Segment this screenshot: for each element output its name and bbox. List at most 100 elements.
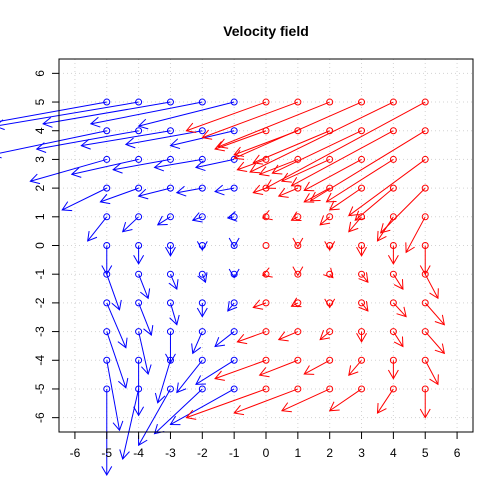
y-tick-label: -5 bbox=[33, 383, 47, 394]
grid-point bbox=[135, 127, 143, 135]
arrow-shaft bbox=[106, 331, 127, 388]
arrow-shaft bbox=[303, 359, 330, 375]
arrow-shaft bbox=[424, 331, 445, 354]
grid-point bbox=[103, 328, 111, 336]
grid-point bbox=[326, 328, 334, 336]
field-arrow bbox=[324, 241, 336, 252]
x-tick-label: -4 bbox=[133, 446, 144, 460]
arrow-head bbox=[101, 265, 113, 276]
grid-point bbox=[326, 184, 334, 192]
arrow-head bbox=[252, 184, 264, 195]
x-tick-label: 6 bbox=[454, 446, 461, 460]
grid-point bbox=[421, 356, 429, 364]
field-arrow bbox=[421, 299, 445, 326]
field-arrow bbox=[258, 356, 302, 378]
field-arrow bbox=[166, 270, 179, 291]
field-arrow bbox=[292, 237, 304, 249]
x-tick-label: -6 bbox=[70, 446, 81, 460]
grid-point bbox=[294, 98, 302, 106]
grid-point bbox=[421, 213, 429, 221]
field-arrow bbox=[191, 328, 206, 355]
arrow-head bbox=[141, 364, 152, 376]
grid-point bbox=[294, 356, 302, 364]
y-tick-label: 3 bbox=[33, 156, 47, 163]
field-arrow bbox=[292, 266, 304, 278]
field-arrow bbox=[261, 209, 273, 221]
grid-point bbox=[294, 242, 302, 249]
field-arrow bbox=[214, 328, 238, 348]
grid-point bbox=[294, 385, 302, 393]
arrow-shaft bbox=[176, 359, 203, 393]
field-arrow bbox=[228, 237, 240, 249]
arrow-head bbox=[429, 288, 439, 300]
grid-point bbox=[135, 270, 143, 278]
arrow-shaft bbox=[265, 101, 426, 189]
grid-point bbox=[421, 98, 429, 106]
field-arrow bbox=[137, 184, 174, 200]
grid-point bbox=[166, 385, 174, 393]
arrow-head bbox=[265, 179, 277, 189]
arrow-head bbox=[292, 266, 304, 277]
y-tick-label: 0 bbox=[33, 242, 47, 249]
arrow-shaft bbox=[227, 216, 235, 219]
arrow-head bbox=[101, 466, 113, 477]
grid-point bbox=[230, 328, 238, 336]
arrow-shaft bbox=[81, 130, 171, 147]
arrow-shaft bbox=[201, 274, 206, 283]
arrow-shaft bbox=[154, 388, 203, 435]
arrow-head bbox=[233, 405, 245, 416]
field-arrow bbox=[165, 242, 176, 257]
field-arrow bbox=[87, 213, 111, 242]
arrow-head bbox=[348, 365, 359, 376]
field-arrow bbox=[319, 328, 334, 341]
arrow-head bbox=[258, 166, 270, 177]
arrow-shaft bbox=[259, 359, 299, 376]
arrow-head bbox=[137, 118, 149, 130]
arrow-head bbox=[191, 212, 203, 223]
field-arrow bbox=[258, 155, 302, 177]
grid-point bbox=[262, 356, 270, 364]
field-arrow bbox=[261, 267, 273, 278]
field-arrow bbox=[196, 299, 208, 318]
arrow-head bbox=[319, 215, 331, 226]
grid-point bbox=[198, 127, 206, 135]
x-tick-label: -1 bbox=[229, 446, 240, 460]
arrow-head bbox=[434, 343, 445, 355]
field-arrow bbox=[135, 328, 152, 376]
arrow-shaft bbox=[380, 187, 426, 234]
grid-point bbox=[198, 184, 206, 192]
grid-point bbox=[198, 328, 206, 336]
arrow-shaft bbox=[195, 158, 235, 168]
grid-point bbox=[421, 184, 429, 192]
arrow-head bbox=[429, 374, 439, 386]
field-arrow bbox=[387, 356, 399, 380]
arrow-shaft bbox=[192, 216, 203, 221]
arrow-head bbox=[87, 230, 98, 242]
y-tick-label: -1 bbox=[33, 269, 47, 280]
arrow-head bbox=[119, 449, 130, 460]
arrow-head bbox=[214, 337, 226, 348]
arrow-head bbox=[153, 160, 165, 172]
arrow-shaft bbox=[278, 331, 299, 341]
arrow-head bbox=[325, 192, 337, 203]
y-tick-label: -2 bbox=[33, 297, 47, 308]
arrow-shaft bbox=[361, 273, 369, 283]
grid-point bbox=[326, 127, 334, 135]
field-arrow bbox=[42, 98, 174, 128]
field-arrow bbox=[277, 184, 302, 198]
arrow-head bbox=[80, 138, 91, 150]
arrow-head bbox=[358, 272, 369, 284]
grid-point bbox=[358, 385, 366, 393]
arrow-shaft bbox=[392, 331, 404, 347]
arrow-shaft bbox=[138, 388, 171, 446]
grid-point bbox=[262, 385, 270, 393]
field-arrow bbox=[121, 213, 143, 233]
arrow-head bbox=[261, 267, 273, 278]
x-tick-label: 2 bbox=[326, 446, 333, 460]
field-arrow bbox=[379, 184, 429, 234]
field-arrow bbox=[29, 155, 111, 185]
field-arrow bbox=[191, 212, 206, 223]
arrow-shaft bbox=[0, 101, 107, 122]
grid-point bbox=[389, 299, 397, 307]
field-arrow bbox=[80, 127, 174, 150]
